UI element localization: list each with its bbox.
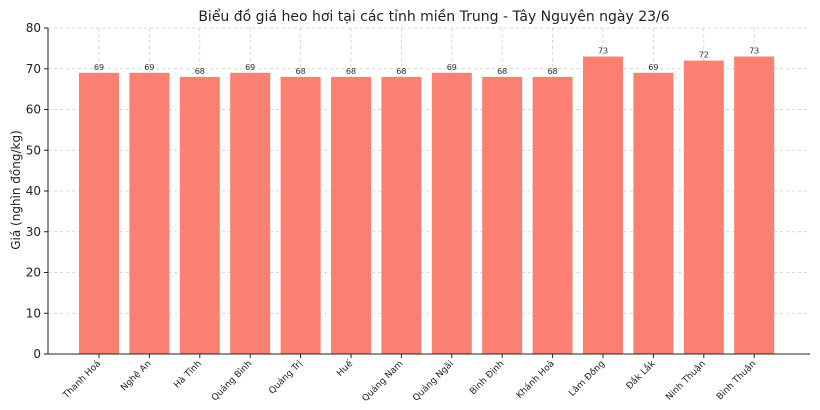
x-tick-label: Thanh Hoá: [61, 359, 103, 401]
bar: [431, 72, 472, 354]
data-label: 68: [195, 67, 205, 76]
x-tick-label: Bình Thuận: [715, 359, 758, 402]
bar: [633, 72, 674, 354]
x-tick-label: Khánh Hoà: [515, 359, 557, 401]
bar: [532, 76, 573, 355]
bar: [230, 72, 271, 354]
data-label: 68: [346, 67, 356, 76]
bar: [482, 76, 523, 355]
x-tick-label: Quảng Nam: [360, 358, 406, 404]
y-tick-label: 0: [33, 347, 41, 361]
x-tick-label: Lâm Đồng: [567, 358, 607, 398]
bar: [280, 76, 321, 355]
y-tick-label: 80: [26, 21, 41, 35]
bars: [79, 56, 775, 355]
bar: [683, 60, 724, 354]
data-label: 73: [749, 47, 759, 56]
bar: [331, 76, 371, 355]
data-labels: 69 69 68 69 68 68 68 69 68 68 73 69 72 73: [94, 47, 759, 76]
data-label: 69: [94, 63, 104, 72]
y-tick-label: 20: [26, 266, 41, 280]
x-tick-label: Đắk Lắk: [624, 358, 658, 392]
x-ticks: Thanh Hoá Nghệ An Hà Tĩnh Quảng Bình Quảng T…: [61, 354, 758, 404]
x-tick-label: Hà Tĩnh: [172, 359, 204, 391]
data-label: 69: [648, 63, 658, 72]
bar: [381, 76, 422, 355]
bar: [583, 56, 623, 355]
bar: [179, 76, 220, 355]
data-label: 72: [699, 51, 709, 60]
data-label: 68: [497, 67, 507, 76]
x-tick-label: Quảng Trị: [267, 358, 305, 396]
data-label: 68: [296, 67, 306, 76]
y-tick-label: 30: [26, 225, 41, 239]
y-tick-label: 50: [26, 143, 41, 157]
y-ticks: 0 10 20 30 40 50 60 70 80: [26, 21, 48, 361]
data-label: 69: [245, 63, 255, 72]
data-label: 68: [396, 67, 406, 76]
x-tick-label: Huế: [335, 358, 356, 379]
y-tick-label: 40: [26, 184, 41, 198]
bar: [129, 72, 170, 354]
data-label: 73: [598, 47, 608, 56]
data-label: 69: [144, 63, 154, 72]
data-label: 68: [548, 67, 558, 76]
y-tick-label: 60: [26, 103, 41, 117]
x-tick-label: Ninh Thuận: [664, 359, 708, 403]
data-label: 69: [447, 63, 457, 72]
x-tick-label: Nghệ An: [119, 358, 154, 393]
x-tick-label: Bình Định: [468, 359, 506, 397]
x-tick-label: Quảng Bình: [209, 358, 254, 403]
y-axis-label: Giá (nghìn đồng/kg): [9, 130, 23, 250]
y-tick-label: 70: [26, 62, 41, 76]
bar: [734, 56, 775, 355]
bar: [79, 72, 119, 354]
y-tick-label: 10: [26, 306, 41, 320]
x-tick-label: Quảng Ngãi: [411, 358, 456, 403]
chart-title: Biểu đồ giá heo hơi tại các tỉnh miền Tr…: [198, 8, 669, 25]
